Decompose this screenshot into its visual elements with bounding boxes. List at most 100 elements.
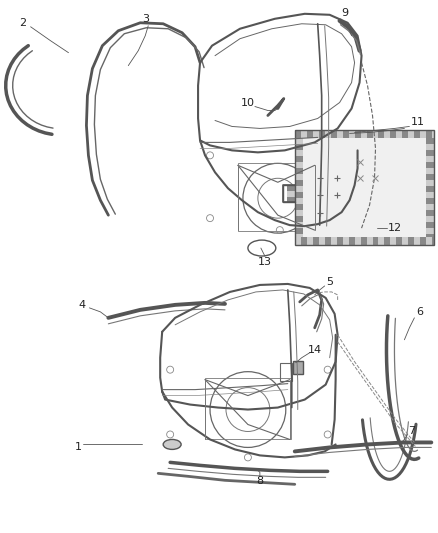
Bar <box>425 216 433 222</box>
Bar <box>425 156 433 163</box>
Bar <box>294 174 302 180</box>
Bar <box>237 163 315 231</box>
Text: 5: 5 <box>325 277 332 287</box>
Bar <box>294 216 302 222</box>
Bar <box>402 131 407 139</box>
Text: 14: 14 <box>307 345 321 355</box>
Text: 10: 10 <box>240 98 254 108</box>
Bar <box>354 237 360 245</box>
Bar <box>306 237 312 245</box>
Bar <box>420 237 425 245</box>
Bar <box>407 131 413 139</box>
Bar <box>286 185 294 191</box>
Bar <box>324 237 330 245</box>
Bar <box>324 131 330 139</box>
Text: 7: 7 <box>407 426 414 437</box>
Bar <box>300 131 306 139</box>
Bar <box>425 234 433 237</box>
Bar <box>348 237 354 245</box>
Bar <box>294 131 300 139</box>
Bar <box>366 131 372 139</box>
Bar <box>294 156 302 163</box>
Bar <box>425 222 433 228</box>
Bar <box>294 186 302 192</box>
Bar <box>354 131 360 139</box>
Bar <box>425 198 433 204</box>
Bar <box>205 378 290 439</box>
Bar <box>372 237 378 245</box>
Bar <box>312 237 318 245</box>
Text: 1: 1 <box>75 442 82 453</box>
Bar <box>279 362 291 381</box>
Bar <box>420 131 425 139</box>
Bar <box>378 237 384 245</box>
Bar <box>384 237 389 245</box>
Bar <box>294 210 302 216</box>
Bar <box>286 197 294 202</box>
Bar <box>389 237 396 245</box>
Text: 4: 4 <box>79 300 86 310</box>
Bar <box>312 131 318 139</box>
Bar <box>425 237 431 245</box>
Bar <box>431 237 433 245</box>
Text: 6: 6 <box>415 307 422 317</box>
Bar <box>294 222 302 228</box>
Bar <box>396 131 402 139</box>
Bar <box>425 144 433 150</box>
Bar <box>294 192 302 198</box>
Bar <box>286 191 294 197</box>
Bar <box>294 139 302 144</box>
Bar <box>294 180 302 186</box>
Bar <box>378 131 384 139</box>
Bar <box>425 180 433 186</box>
Bar <box>360 131 366 139</box>
Text: 9: 9 <box>340 8 347 18</box>
Bar <box>309 146 321 163</box>
Text: 2: 2 <box>19 18 26 28</box>
Bar <box>407 237 413 245</box>
Ellipse shape <box>163 439 181 449</box>
Bar <box>366 237 372 245</box>
Text: 12: 12 <box>386 223 401 233</box>
Bar <box>425 139 433 144</box>
Bar <box>292 361 302 374</box>
Bar <box>396 237 402 245</box>
Bar <box>336 131 342 139</box>
Bar <box>389 131 396 139</box>
Bar <box>425 163 433 168</box>
Bar <box>413 131 420 139</box>
Bar <box>342 131 348 139</box>
Bar <box>294 163 302 168</box>
Bar <box>318 237 324 245</box>
Bar <box>425 150 433 156</box>
Bar <box>294 234 302 237</box>
Bar <box>294 168 302 174</box>
Bar <box>342 237 348 245</box>
Bar <box>425 174 433 180</box>
Bar <box>294 198 302 204</box>
Bar <box>294 144 302 150</box>
Bar <box>294 237 300 245</box>
Bar <box>425 204 433 210</box>
Bar <box>425 131 431 139</box>
Text: 8: 8 <box>256 477 263 486</box>
Bar <box>294 150 302 156</box>
Bar <box>330 237 336 245</box>
Bar <box>360 237 366 245</box>
Bar <box>294 228 302 234</box>
Bar <box>425 168 433 174</box>
Bar <box>348 131 354 139</box>
Bar <box>425 228 433 234</box>
Bar <box>425 192 433 198</box>
Bar <box>300 237 306 245</box>
Bar <box>294 131 433 245</box>
Bar <box>330 131 336 139</box>
Bar <box>336 237 342 245</box>
Text: 11: 11 <box>410 117 424 127</box>
Ellipse shape <box>366 221 387 235</box>
Bar <box>402 237 407 245</box>
Bar <box>425 186 433 192</box>
Text: 3: 3 <box>141 14 148 24</box>
Bar <box>425 210 433 216</box>
Bar <box>306 131 312 139</box>
